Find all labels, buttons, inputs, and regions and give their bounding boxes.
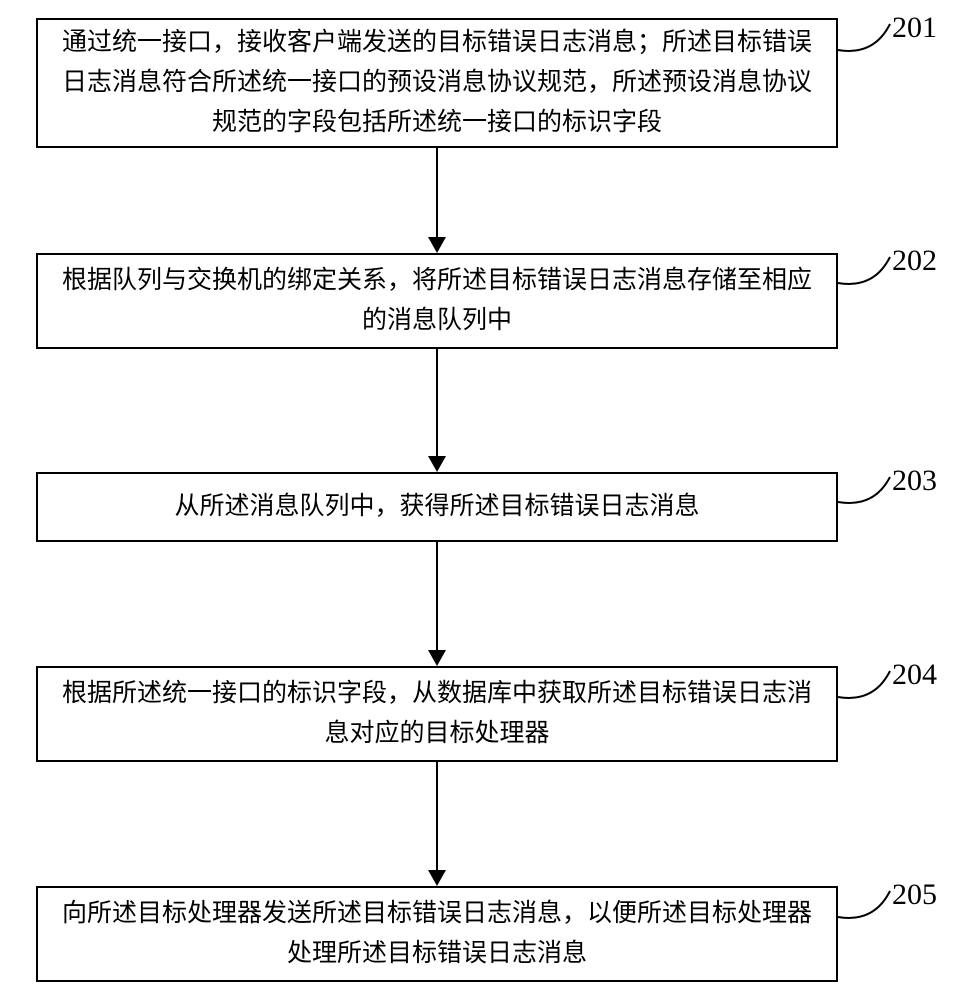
step-box-204: 根据所述统一接口的标识字段，从数据库中获取所述目标错误日志消息对应的目标处理器 xyxy=(36,666,838,762)
step-text-202: 根据队列与交换机的绑定关系，将所述目标错误日志消息存储至相应的消息队列中 xyxy=(62,261,812,341)
leader-curve-204 xyxy=(834,667,894,707)
step-box-201: 通过统一接口，接收客户端发送的目标错误日志消息；所述目标错误日志消息符合所述统一… xyxy=(36,18,838,148)
leader-curve-201 xyxy=(834,20,894,60)
connector-line-201-202 xyxy=(436,148,438,237)
step-label-202: 202 xyxy=(892,244,937,278)
step-text-204: 根据所述统一接口的标识字段，从数据库中获取所述目标错误日志消息对应的目标处理器 xyxy=(62,674,812,754)
leader-curve-205 xyxy=(834,887,894,927)
connector-line-203-204 xyxy=(436,542,438,650)
connector-arrow-202-203 xyxy=(428,456,446,472)
connector-line-204-205 xyxy=(436,762,438,870)
step-label-203: 203 xyxy=(892,464,937,498)
connector-arrow-204-205 xyxy=(428,870,446,886)
connector-arrow-203-204 xyxy=(428,650,446,666)
flowchart-canvas: 通过统一接口，接收客户端发送的目标错误日志消息；所述目标错误日志消息符合所述统一… xyxy=(0,0,965,1000)
leader-curve-203 xyxy=(834,473,894,512)
connector-arrow-201-202 xyxy=(428,237,446,253)
step-box-205: 向所述目标处理器发送所述目标错误日志消息，以便所述目标处理器处理所述目标错误日志… xyxy=(36,886,838,982)
step-text-201: 通过统一接口，接收客户端发送的目标错误日志消息；所述目标错误日志消息符合所述统一… xyxy=(62,23,812,143)
step-box-202: 根据队列与交换机的绑定关系，将所述目标错误日志消息存储至相应的消息队列中 xyxy=(36,253,838,349)
step-text-205: 向所述目标处理器发送所述目标错误日志消息，以便所述目标处理器处理所述目标错误日志… xyxy=(62,894,812,974)
step-text-203: 从所述消息队列中，获得所述目标错误日志消息 xyxy=(174,487,699,527)
step-label-204: 204 xyxy=(892,658,937,692)
step-box-203: 从所述消息队列中，获得所述目标错误日志消息 xyxy=(36,472,838,542)
step-label-205: 205 xyxy=(892,878,937,912)
step-label-201: 201 xyxy=(892,11,937,45)
connector-line-202-203 xyxy=(436,349,438,456)
leader-curve-202 xyxy=(834,253,894,293)
